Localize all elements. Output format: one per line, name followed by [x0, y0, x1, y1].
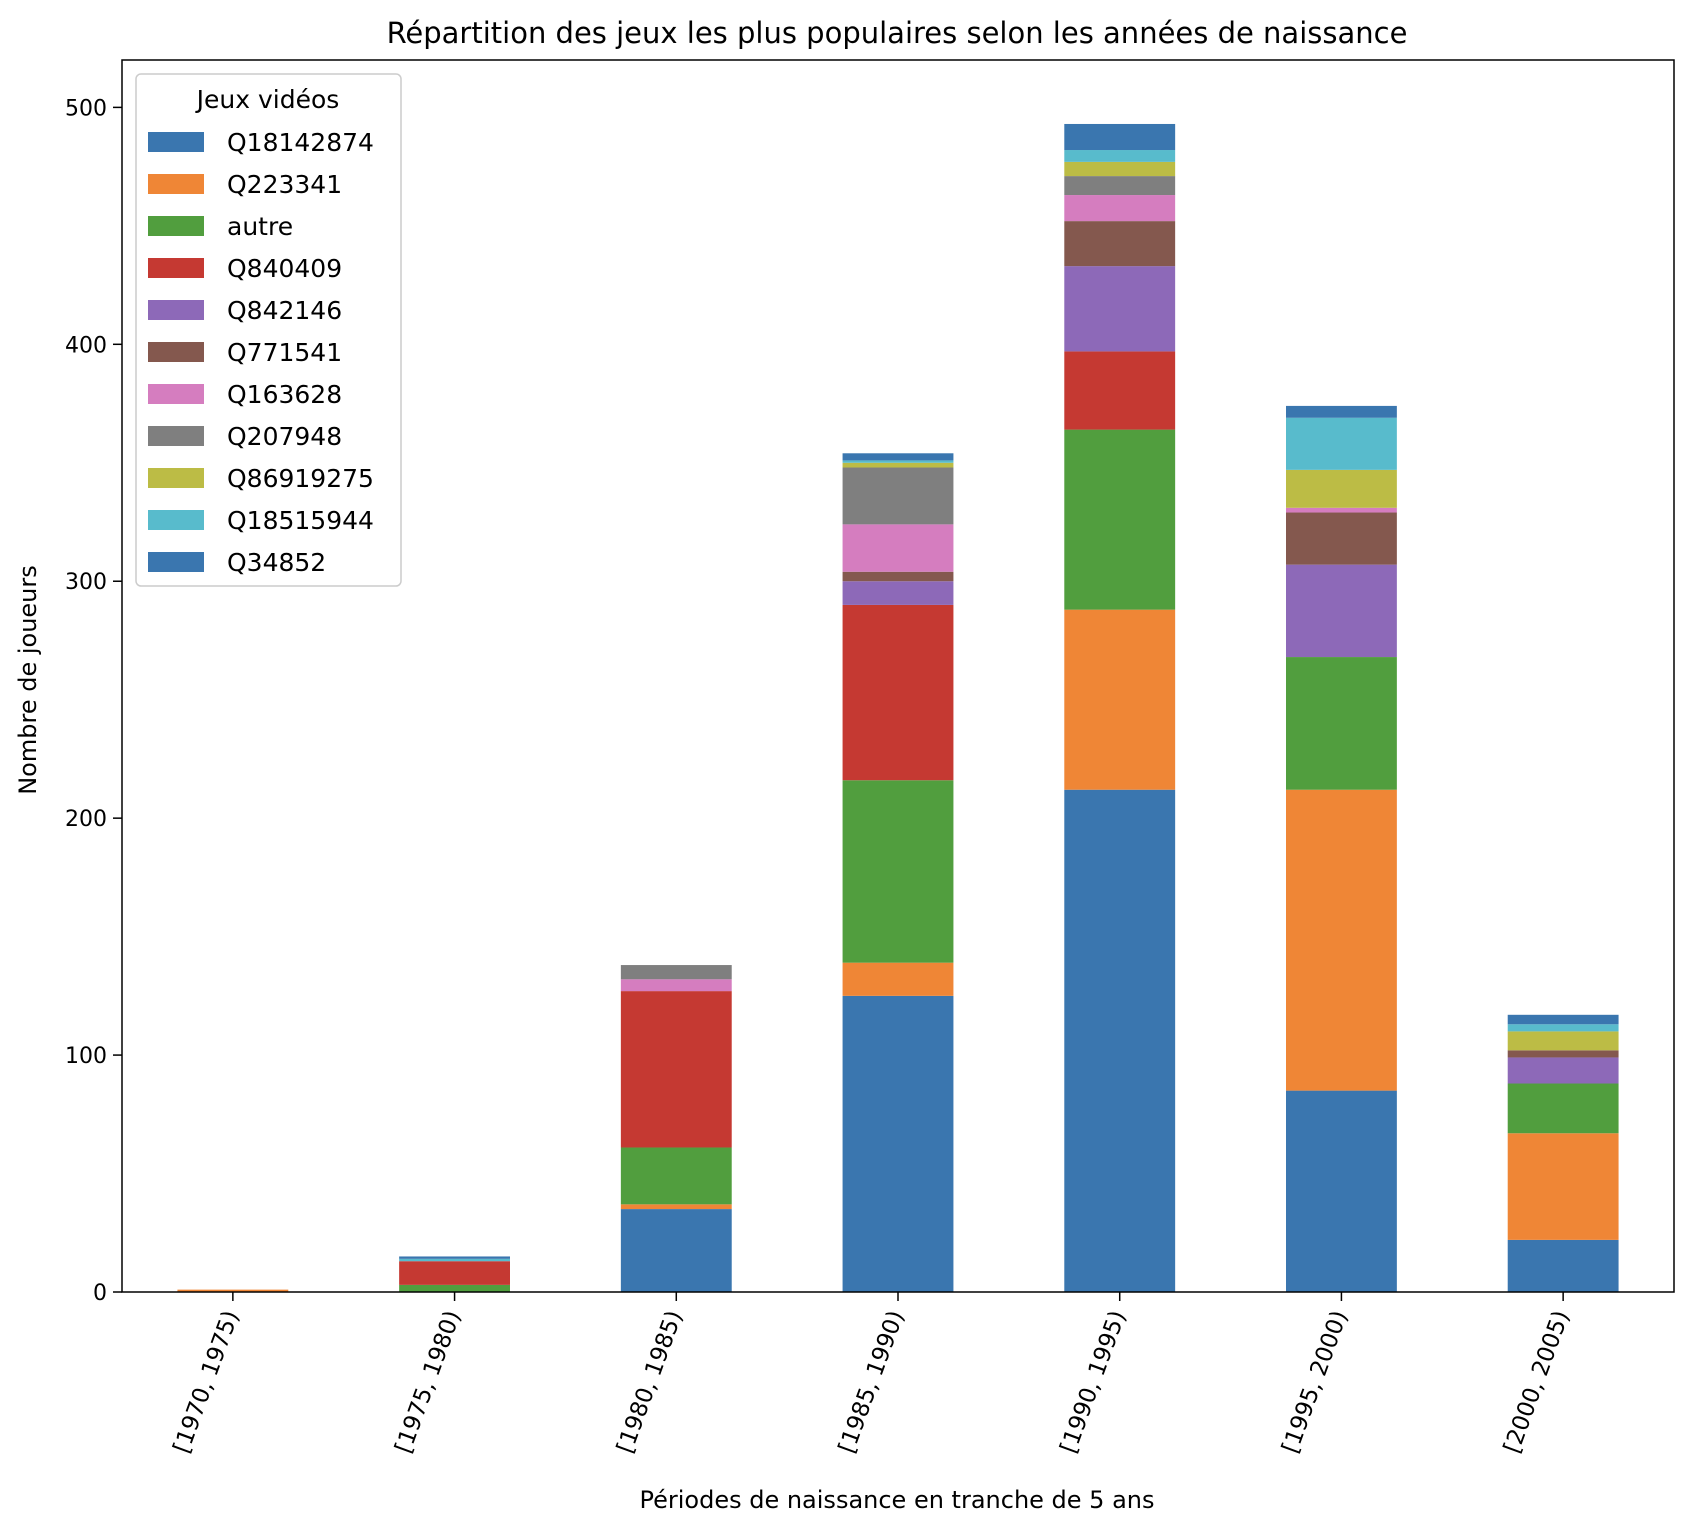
bar-segment-autre-4	[842, 780, 954, 963]
x-tick-label: [1970, 1975)	[169, 1307, 245, 1457]
bar-segment-q18142874-7	[1507, 1239, 1619, 1292]
bar-segment-q18515944-7	[1507, 1024, 1619, 1032]
legend-swatch-q771541	[148, 342, 204, 362]
legend-label-q163628: Q163628	[227, 380, 342, 409]
chart-title: Répartition des jeux les plus populaires…	[387, 16, 1408, 50]
legend-label-q207948: Q207948	[227, 422, 342, 451]
bar-segment-q34852-7	[1507, 1014, 1619, 1025]
bar-segment-q840409-4	[842, 604, 954, 781]
bar-segment-autre-2	[399, 1284, 510, 1292]
legend-swatch-q18142874	[148, 132, 204, 152]
x-tick-label: [1985, 1990)	[834, 1307, 910, 1457]
legend-swatch-q34852	[148, 552, 204, 572]
bar-segment-q18142874-3	[620, 1209, 732, 1292]
bar-segment-q207948-4	[842, 467, 954, 525]
x-tick-label: [1980, 1985)	[612, 1307, 688, 1457]
bar-segment-q34852-2	[399, 1256, 510, 1259]
legend-label-q86919275: Q86919275	[227, 464, 374, 493]
legend: Jeux vidéos Q18142874 Q223341 autre Q840409…	[135, 73, 402, 587]
bar-segment-q18142874-6	[1286, 1090, 1397, 1292]
bar-segment-q840409-2	[399, 1261, 510, 1285]
bar-segment-q34852-4	[842, 453, 954, 461]
bar-segment-q842146-4	[842, 581, 954, 605]
bar-segment-q771541-4	[842, 571, 954, 582]
legend-label-q840409: Q840409	[227, 254, 342, 283]
bar-segment-q771541-6	[1286, 512, 1397, 565]
legend-swatch-q223341	[148, 174, 204, 194]
y-axis-ticks: 0 100 200 300 400 500	[65, 96, 122, 1306]
legend-swatch-q18515944	[148, 510, 204, 530]
legend-label-q18515944: Q18515944	[227, 506, 374, 535]
bar-segment-q18515944-2	[399, 1258, 510, 1262]
bars-group	[177, 123, 1619, 1292]
bar-segment-q163628-5	[1064, 195, 1176, 222]
bar-segment-q223341-7	[1507, 1133, 1619, 1240]
bar-segment-q223341-3	[620, 1204, 732, 1210]
y-tick-label: 0	[93, 1281, 107, 1306]
legend-items: Q18142874 Q223341 autre Q840409 Q842146 Q7715…	[148, 128, 374, 577]
legend-swatch-q163628	[148, 384, 204, 404]
bar-segment-q86919275-7	[1507, 1031, 1619, 1051]
bar-segment-q18515944-6	[1286, 417, 1397, 470]
bar-segment-q223341-5	[1064, 609, 1176, 790]
bar-segment-q163628-3	[620, 979, 732, 992]
bar-segment-q771541-7	[1507, 1050, 1619, 1058]
bar-segment-q34852-5	[1064, 123, 1176, 151]
legend-swatch-q842146	[148, 300, 204, 320]
y-tick-label: 400	[65, 333, 107, 358]
bar-segment-q207948-5	[1064, 176, 1176, 196]
bar-segment-autre-5	[1064, 429, 1176, 610]
x-axis-ticks: [1970, 1975) [1975, 1980) [1980, 1985) [198…	[169, 1292, 1575, 1457]
bar-segment-q842146-6	[1286, 564, 1397, 658]
bar-segment-q86919275-4	[842, 462, 954, 468]
bar-segment-q840409-5	[1064, 351, 1176, 430]
legend-frame	[135, 73, 402, 587]
y-tick-label: 200	[65, 807, 107, 832]
legend-title: Jeux vidéos	[195, 85, 340, 114]
x-tick-label: [1990, 1995)	[1056, 1307, 1132, 1457]
legend-label-q771541: Q771541	[227, 338, 342, 367]
legend-swatch-q840409	[148, 258, 204, 278]
legend-label-q18142874: Q18142874	[227, 128, 374, 157]
bar-segment-q842146-7	[1507, 1057, 1619, 1084]
bar-segment-q163628-6	[1286, 507, 1397, 513]
plot-frame	[121, 59, 1675, 1293]
bar-segment-q34852-6	[1286, 405, 1397, 418]
bar-segment-q842146-5	[1064, 266, 1176, 352]
bar-segment-q223341-6	[1286, 789, 1397, 1091]
bar-segment-q86919275-6	[1286, 469, 1397, 508]
bar-segment-q840409-3	[620, 991, 732, 1148]
x-tick-label: [1995, 2000)	[1277, 1307, 1353, 1457]
bar-segment-q207948-3	[620, 965, 732, 980]
bar-segment-autre-7	[1507, 1083, 1619, 1134]
legend-label-autre: autre	[227, 212, 293, 241]
bar-segment-q771541-5	[1064, 221, 1176, 267]
bar-segment-q163628-4	[842, 524, 954, 572]
legend-label-q842146: Q842146	[227, 296, 342, 325]
bar-segment-autre-3	[620, 1147, 732, 1205]
x-tick-label: [2000, 2005)	[1499, 1307, 1575, 1457]
bar-segment-q223341-4	[842, 962, 954, 996]
y-tick-label: 500	[65, 96, 107, 121]
bar-segment-autre-6	[1286, 657, 1397, 790]
x-axis-label: Périodes de naissance en tranche de 5 an…	[639, 1486, 1154, 1514]
y-tick-label: 100	[65, 1044, 107, 1069]
x-tick-label: [1975, 1980)	[391, 1307, 467, 1457]
bar-segment-q86919275-5	[1064, 161, 1176, 177]
bar-segment-q18515944-5	[1064, 150, 1176, 162]
legend-swatch-autre	[148, 216, 204, 236]
legend-label-q34852: Q34852	[227, 548, 326, 577]
bar-segment-q18515944-4	[842, 460, 954, 463]
y-tick-label: 300	[65, 570, 107, 595]
bar-segment-q18142874-4	[842, 995, 954, 1292]
legend-swatch-q207948	[148, 426, 204, 446]
bar-segment-q18142874-5	[1064, 789, 1176, 1292]
legend-label-q223341: Q223341	[227, 170, 342, 199]
y-axis-label: Nombre de joueurs	[14, 565, 42, 795]
legend-swatch-q86919275	[148, 468, 204, 488]
bar-segment-q223341-1	[177, 1289, 289, 1292]
